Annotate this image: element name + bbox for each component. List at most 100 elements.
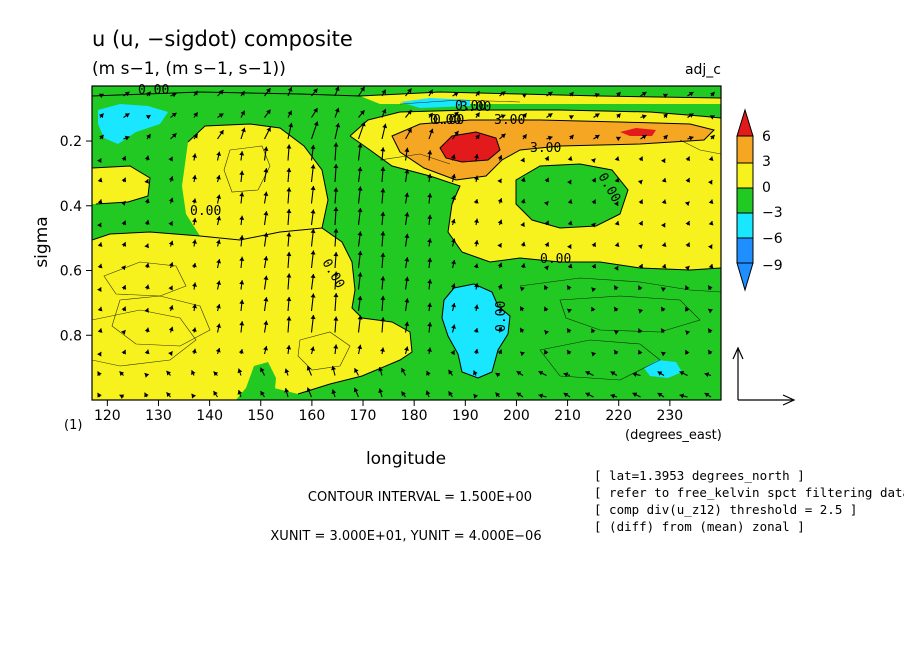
wind-vector [590,222,596,228]
wind-vector [121,306,127,312]
x-tick-label: 230 [656,408,683,424]
wind-vector [610,371,618,376]
wind-vector [543,265,549,271]
wind-vector [497,242,502,248]
wind-vector [451,173,456,183]
wind-vector [567,244,572,250]
wind-vector [310,164,316,183]
wind-vector [170,112,177,118]
wind-vector [97,371,102,377]
wind-vector [286,167,292,183]
wind-vector [566,328,572,334]
wind-vector [404,147,410,161]
wind-vector [520,222,525,228]
wind-vector [474,153,479,161]
wind-vector [616,91,622,97]
wind-vector [144,198,150,204]
wind-vector [213,390,218,398]
wind-vector [544,177,550,183]
wind-vector [615,136,621,142]
wind-vector [310,293,316,312]
wind-vector [333,344,339,355]
wind-vector [123,112,130,118]
x-tick-label: 210 [554,408,581,424]
wind-vector [591,199,596,205]
wind-vector [121,265,126,271]
wind-vector [405,127,412,140]
x-tick-label: 190 [452,408,479,424]
wind-vector [427,238,433,247]
wind-vector [474,304,479,312]
wind-vector [474,175,479,183]
wind-vectors [97,86,716,399]
wind-vector [522,134,528,140]
wind-vector [168,156,173,162]
wind-vector [591,242,596,248]
x-tick-label: 220 [605,408,632,424]
wind-vector [427,257,433,269]
x-tick-label: 150 [247,408,274,424]
wind-vector [264,109,271,118]
note-line: [ refer to free_kelvin spct filtering da… [594,485,904,500]
wind-vector [450,283,456,290]
wind-vector [473,198,479,204]
wind-vector [239,170,245,183]
wind-vector [191,327,197,333]
wind-vector [264,87,271,97]
wind-vector [427,193,433,204]
wind-vector [354,367,359,376]
wind-vector [708,263,714,269]
wind-vector [378,388,384,398]
x-axis: 120 130 140 150 160 170 180 190 200 210 220 230 [94,400,683,424]
colorbar-cap-bottom [736,262,754,292]
wind-vector [192,153,197,161]
contour-label: 3.00 [530,141,561,156]
wind-vector [380,231,386,247]
wind-vector [310,228,316,247]
wind-vector [679,393,688,399]
wind-vector [708,156,714,162]
y-tick-label: 0.4 [60,199,82,215]
wind-vector [357,186,363,204]
wind-vector [380,188,386,204]
wind-vector [591,287,597,293]
wind-vector [707,179,713,185]
wind-vector [215,174,221,183]
wind-vector [357,315,363,333]
colorbar-label: −3 [762,205,783,221]
wind-vector [591,263,596,269]
wind-vector [563,392,571,398]
y-tick-label: 0.6 [60,264,82,280]
y-tick-label: 0.8 [60,328,82,344]
wind-vector [710,91,716,97]
wind-vector [519,306,525,312]
wind-vector [640,91,647,97]
wind-vector [591,306,596,312]
wind-vector [240,110,246,118]
wind-vector [144,372,150,378]
wind-vector [520,157,525,163]
wind-vector [632,372,641,377]
x-tick-label: 170 [350,408,377,424]
wind-vector [144,349,150,355]
wind-vector [215,239,221,247]
wind-vector [191,198,197,204]
contour-label: 0.00 [540,252,571,267]
wind-vector [543,306,549,312]
wind-vector [193,133,199,140]
wind-vector [287,110,293,118]
wind-vector [286,208,292,226]
wind-vector [679,371,688,376]
wind-vector [638,328,643,334]
wind-vector [213,371,219,377]
wind-vector [568,114,574,120]
wind-vector [684,201,690,207]
wind-vector [566,349,572,355]
wind-vector [544,241,550,247]
wind-vector [566,285,572,291]
wind-vector [381,108,387,118]
wind-vector [563,372,571,378]
wind-vector [657,392,665,398]
wind-vector [121,349,127,355]
wind-vector [358,109,365,118]
